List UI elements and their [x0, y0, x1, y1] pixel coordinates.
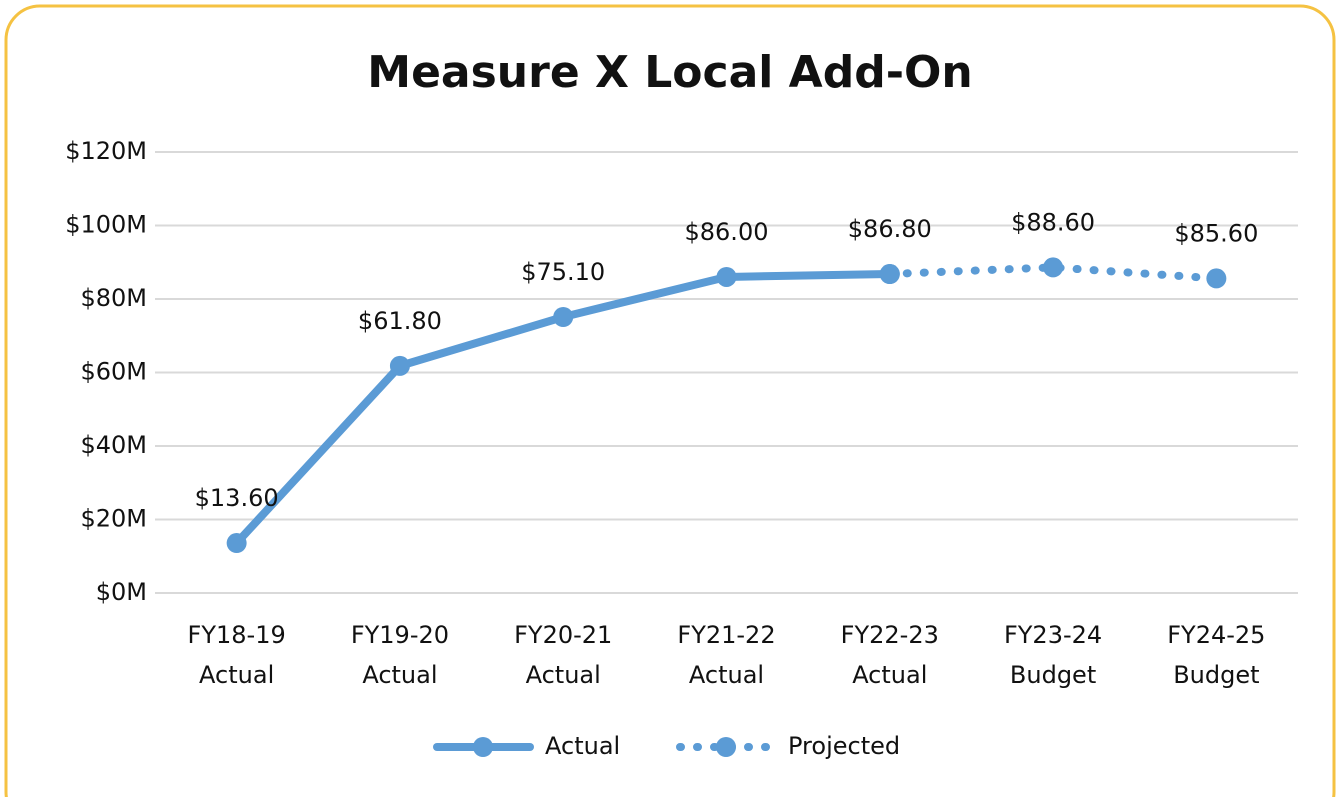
x-tick-label: Actual: [526, 661, 601, 689]
data-label: $75.10: [521, 258, 605, 286]
x-tick-label: FY22-23: [841, 621, 939, 649]
y-tick-label: $0M: [96, 578, 147, 606]
data-label: $85.60: [1174, 219, 1258, 247]
x-tick-label: FY23-24: [1004, 621, 1102, 649]
chart-title: Measure X Local Add-On: [367, 47, 972, 98]
x-tick-label: FY24-25: [1167, 621, 1265, 649]
y-tick-label: $60M: [80, 358, 147, 386]
x-tick-label: Actual: [362, 661, 437, 689]
data-label: $13.60: [195, 484, 279, 512]
point-marker: [879, 264, 900, 285]
legend-marker: [473, 737, 493, 757]
y-tick-label: $40M: [80, 431, 147, 459]
legend-marker: [716, 737, 736, 757]
point-marker: [553, 307, 574, 328]
x-tick-label: Budget: [1010, 661, 1096, 689]
data-label: $61.80: [358, 307, 442, 335]
point-marker: [226, 533, 247, 554]
chart-frame: [4, 4, 1336, 797]
series-line: [885, 263, 1221, 283]
point-marker: [1043, 257, 1064, 278]
y-tick-label: $20M: [80, 505, 147, 533]
data-label: $86.00: [685, 218, 769, 246]
x-tick-label: Actual: [199, 661, 274, 689]
x-tick-label: FY20-21: [514, 621, 612, 649]
x-tick-label: Actual: [852, 661, 927, 689]
x-tick-label: FY19-20: [351, 621, 449, 649]
x-tick-label: FY18-19: [188, 621, 286, 649]
x-tick-label: Actual: [689, 661, 764, 689]
x-tick-label: FY21-22: [677, 621, 775, 649]
y-tick-label: $80M: [80, 284, 147, 312]
x-tick-label: Budget: [1173, 661, 1259, 689]
data-label: $88.60: [1011, 208, 1095, 236]
point-marker: [716, 266, 737, 287]
y-tick-label: $120M: [65, 137, 147, 165]
data-label: $86.80: [848, 215, 932, 243]
legend-label: Projected: [788, 732, 900, 760]
point-marker: [1206, 268, 1227, 289]
y-tick-label: $100M: [65, 211, 147, 239]
point-marker: [389, 355, 410, 376]
legend-label: Actual: [545, 732, 620, 760]
